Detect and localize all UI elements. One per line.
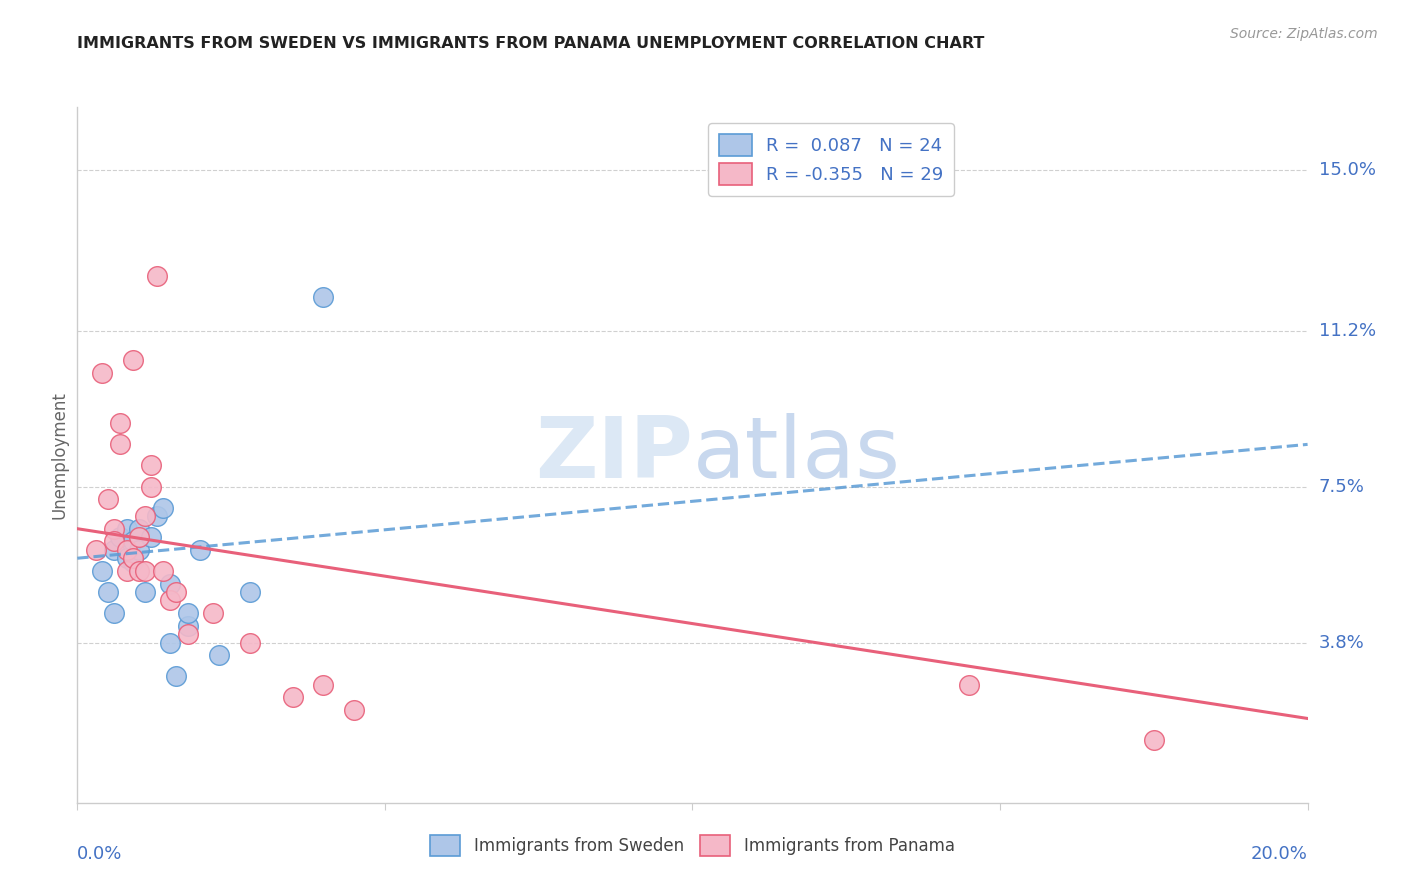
Text: IMMIGRANTS FROM SWEDEN VS IMMIGRANTS FROM PANAMA UNEMPLOYMENT CORRELATION CHART: IMMIGRANTS FROM SWEDEN VS IMMIGRANTS FRO…	[77, 36, 984, 51]
Point	[121, 551, 143, 566]
Point	[121, 353, 143, 368]
Point	[128, 542, 150, 557]
Point	[312, 678, 335, 692]
Text: 3.8%: 3.8%	[1319, 633, 1364, 651]
Point	[146, 268, 169, 283]
Point	[141, 479, 163, 493]
Point	[128, 530, 150, 544]
Point	[1143, 732, 1166, 747]
Point	[141, 530, 163, 544]
Point	[159, 593, 181, 607]
Point	[103, 606, 125, 620]
Text: 7.5%: 7.5%	[1319, 477, 1365, 496]
Point	[84, 542, 107, 557]
Point	[121, 556, 143, 570]
Point	[134, 564, 156, 578]
Point	[97, 492, 120, 507]
Point	[115, 564, 138, 578]
Legend: Immigrants from Sweden, Immigrants from Panama: Immigrants from Sweden, Immigrants from …	[422, 827, 963, 864]
Text: atlas: atlas	[693, 413, 900, 497]
Point	[110, 417, 132, 431]
Point	[152, 564, 174, 578]
Point	[97, 585, 120, 599]
Point	[90, 564, 114, 578]
Point	[177, 627, 200, 641]
Point	[141, 458, 163, 473]
Point	[134, 585, 156, 599]
Point	[281, 690, 304, 705]
Text: 20.0%: 20.0%	[1251, 845, 1308, 863]
Point	[103, 534, 125, 549]
Point	[134, 509, 156, 524]
Point	[312, 290, 335, 304]
Point	[90, 366, 114, 380]
Point	[957, 678, 980, 692]
Point	[103, 522, 125, 536]
Text: Source: ZipAtlas.com: Source: ZipAtlas.com	[1230, 27, 1378, 41]
Text: 0.0%: 0.0%	[77, 845, 122, 863]
Point	[121, 534, 143, 549]
Point	[208, 648, 231, 663]
Point	[115, 551, 138, 566]
Point	[159, 635, 181, 649]
Point	[110, 437, 132, 451]
Text: 15.0%: 15.0%	[1319, 161, 1375, 179]
Text: ZIP: ZIP	[534, 413, 693, 497]
Point	[159, 576, 181, 591]
Point	[239, 635, 262, 649]
Point	[343, 703, 366, 717]
Point	[152, 500, 174, 515]
Point	[103, 542, 125, 557]
Point	[146, 509, 169, 524]
Point	[188, 542, 212, 557]
Point	[115, 542, 138, 557]
Point	[128, 564, 150, 578]
Point	[110, 530, 132, 544]
Point	[239, 585, 262, 599]
Y-axis label: Unemployment: Unemployment	[51, 391, 69, 519]
Point	[115, 522, 138, 536]
Point	[177, 606, 200, 620]
Point	[128, 522, 150, 536]
Point	[165, 669, 187, 683]
Text: 11.2%: 11.2%	[1319, 321, 1376, 340]
Point	[165, 585, 187, 599]
Point	[201, 606, 224, 620]
Point	[177, 618, 200, 632]
